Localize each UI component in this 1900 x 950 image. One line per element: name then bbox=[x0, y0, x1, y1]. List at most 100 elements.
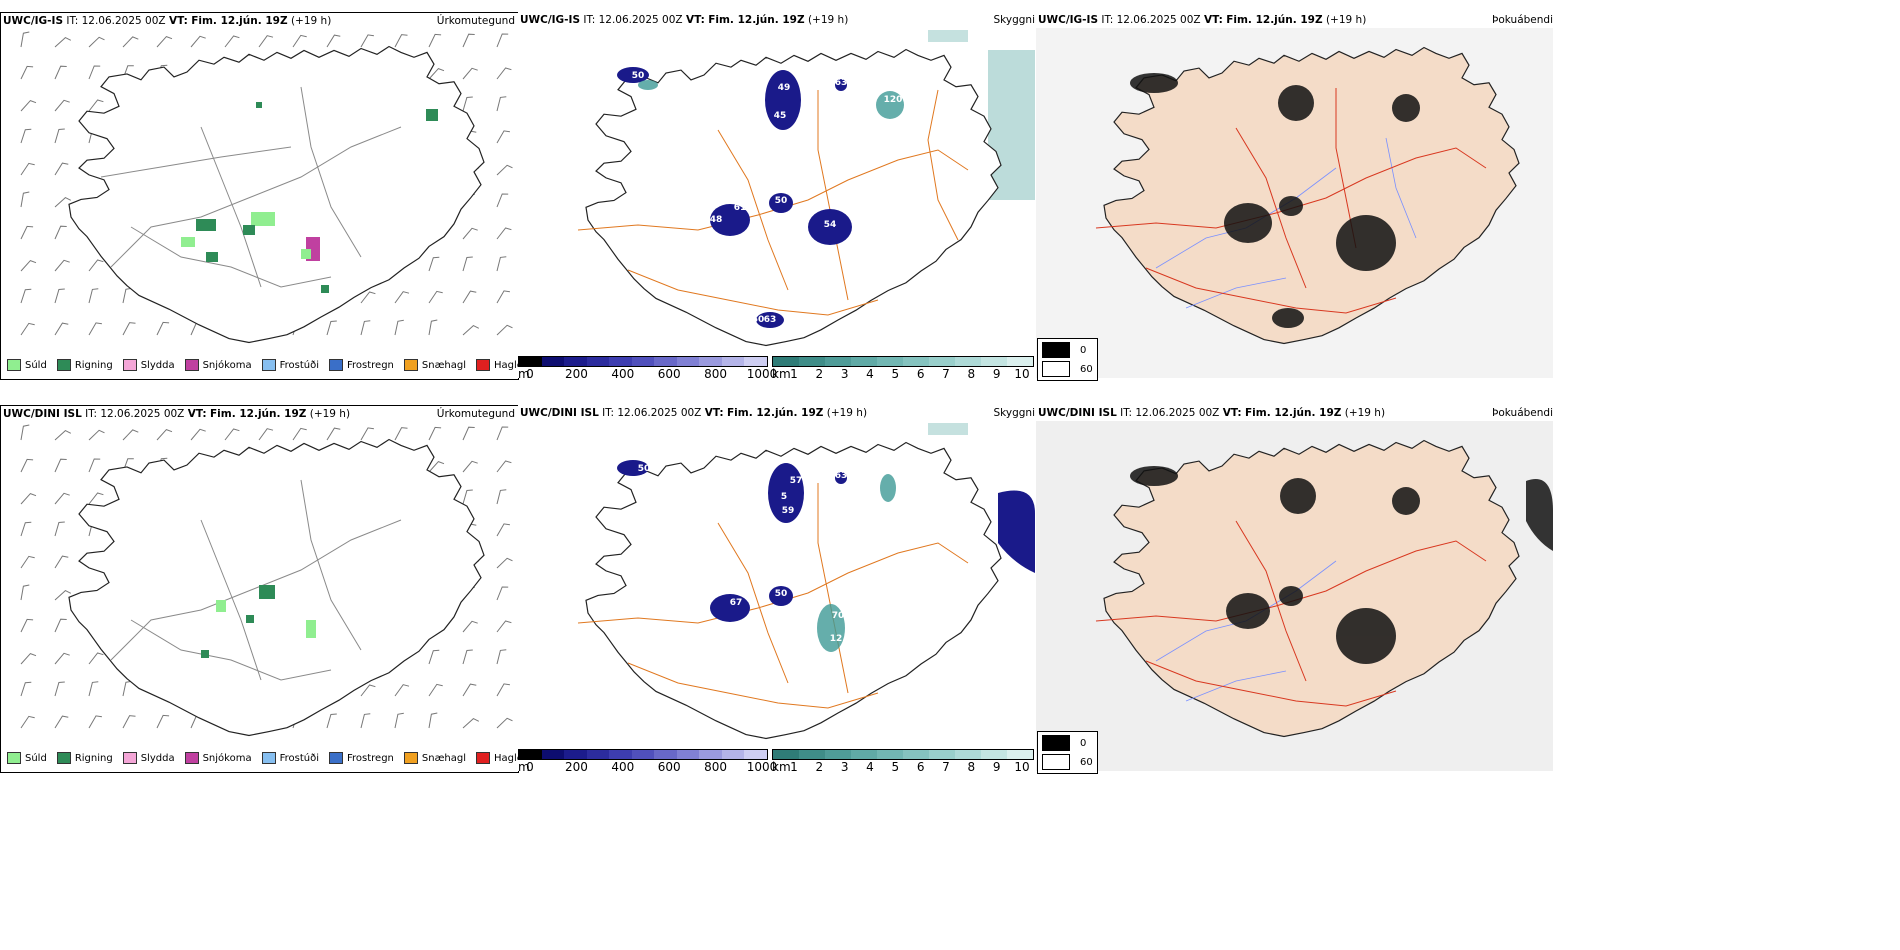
panel-header: UWC/IG-IS IT: 12.06.2025 00Z VT: Fim. 12… bbox=[520, 14, 849, 26]
wind-barb bbox=[462, 33, 475, 48]
legend-swatch bbox=[7, 359, 21, 371]
ceiling-visibility-map: 50 575 59 63 50 67 70 12 bbox=[577, 423, 1035, 740]
wind-barb bbox=[20, 715, 35, 729]
panel-title: Skyggni bbox=[993, 14, 1036, 26]
legend-swatch bbox=[122, 359, 137, 371]
wind-barb bbox=[156, 321, 170, 336]
legend-label: Frostregn bbox=[347, 752, 394, 764]
colorbar-tick-label: 5 bbox=[891, 760, 900, 774]
wind-barb bbox=[428, 319, 438, 336]
panel-header: UWC/DINI ISL IT: 12.06.2025 00Z VT: Fim.… bbox=[3, 408, 351, 420]
legend-swatch bbox=[261, 359, 276, 371]
legend-swatch bbox=[261, 752, 276, 764]
wind-barb bbox=[54, 65, 67, 80]
ceiling-areas bbox=[617, 67, 852, 328]
ceiling-value-label: 50 bbox=[638, 464, 651, 474]
panel-title: Þokuábendi bbox=[1492, 14, 1553, 26]
wind-barb bbox=[54, 162, 69, 176]
colorbar-segment bbox=[955, 357, 981, 366]
wind-barb bbox=[292, 34, 307, 48]
colorbar-segment bbox=[744, 750, 768, 759]
roads bbox=[577, 483, 969, 709]
wind-barb bbox=[496, 130, 510, 144]
colorbar-tick-label: 800 bbox=[704, 760, 728, 774]
wind-barb bbox=[428, 256, 440, 272]
wind-barb bbox=[462, 620, 478, 633]
legend-item: Snæhagl bbox=[403, 359, 466, 371]
wind-barb bbox=[428, 290, 443, 304]
fog-legend-label: 0 bbox=[1080, 737, 1087, 749]
wind-barb bbox=[20, 584, 30, 601]
wind-barb bbox=[54, 99, 70, 112]
colorbar-tick-label: 6 bbox=[916, 760, 925, 774]
wind-barb bbox=[394, 291, 410, 304]
colorbar-segment bbox=[903, 750, 929, 759]
wind-barb bbox=[462, 256, 473, 272]
wind-barb bbox=[190, 428, 206, 441]
wind-barb bbox=[360, 427, 374, 441]
wind-barb bbox=[496, 164, 513, 176]
visibility-areas bbox=[638, 80, 904, 119]
wind-barb bbox=[54, 225, 67, 240]
fog-panel-row2: UWC/DINI ISL IT: 12.06.2025 00Z VT: Fim.… bbox=[1036, 405, 1553, 774]
colorbar-segment bbox=[929, 357, 955, 366]
ceiling-value-label: 50 bbox=[632, 71, 645, 81]
colorbar-segment bbox=[773, 750, 799, 759]
precip-areas bbox=[181, 102, 438, 293]
legend-swatch bbox=[184, 752, 199, 764]
wind-barb bbox=[88, 65, 101, 80]
wind-barb bbox=[462, 683, 477, 697]
wind-barb bbox=[360, 320, 371, 336]
wind-barb bbox=[54, 652, 70, 665]
wind-barb bbox=[496, 426, 509, 441]
roads bbox=[110, 479, 402, 681]
wind-barb bbox=[496, 523, 510, 537]
colorbar-tick-label: 4 bbox=[866, 367, 874, 381]
colorbar-tick-label: 4 bbox=[866, 760, 874, 774]
wind-barb bbox=[258, 35, 274, 48]
wind-barb bbox=[20, 493, 37, 505]
wind-barb bbox=[394, 712, 404, 729]
wind-barb bbox=[428, 649, 440, 665]
wind-barb bbox=[122, 322, 136, 336]
colorbar-segment bbox=[851, 750, 877, 759]
legend-label: Snjókoma bbox=[202, 359, 252, 371]
wind-barb bbox=[326, 320, 337, 336]
wind-barb bbox=[326, 713, 337, 729]
fog-map bbox=[1036, 28, 1553, 378]
wind-barb bbox=[20, 521, 32, 537]
colorbar-segment bbox=[981, 750, 1007, 759]
visibility-areas bbox=[817, 474, 896, 652]
colorbar-segment bbox=[799, 357, 825, 366]
ceiling-value-label: 70 bbox=[832, 611, 845, 621]
wind-barb bbox=[360, 34, 374, 48]
fog-legend-label: 60 bbox=[1080, 756, 1093, 768]
wind-barb bbox=[88, 36, 105, 48]
wind-barb bbox=[20, 653, 37, 665]
fog-panel-row1: UWC/IG-IS IT: 12.06.2025 00Z VT: Fim. 12… bbox=[1036, 12, 1553, 381]
fog-areas bbox=[1130, 466, 1420, 664]
colorbar-tick-label: 7 bbox=[942, 367, 950, 381]
wind-barb bbox=[20, 162, 35, 176]
ceiling-value-label: 45 bbox=[774, 111, 787, 121]
wind-barb bbox=[20, 555, 35, 569]
legend-swatch bbox=[184, 359, 199, 371]
fog-map bbox=[1036, 421, 1553, 771]
wind-barb bbox=[462, 325, 480, 336]
ceiling-value-label: 12 bbox=[830, 634, 843, 644]
wind-barb bbox=[394, 427, 408, 441]
roads bbox=[100, 86, 402, 288]
legend-label: Rigning bbox=[74, 359, 113, 371]
wind-barb bbox=[122, 36, 139, 48]
wind-barb bbox=[258, 428, 274, 441]
ceiling-value-label: 50 bbox=[775, 589, 788, 599]
ceiling-value-label: 5 bbox=[781, 492, 787, 502]
legend-swatch bbox=[476, 752, 491, 764]
colorbar-tick-label: 6 bbox=[916, 367, 925, 381]
legend-item: Rigning bbox=[56, 752, 113, 764]
legend-swatch bbox=[403, 359, 418, 371]
wind-barb bbox=[20, 458, 34, 473]
wind-barb bbox=[496, 96, 507, 112]
colorbar-tick-label: 7 bbox=[942, 760, 950, 774]
wind-barb bbox=[224, 35, 240, 48]
